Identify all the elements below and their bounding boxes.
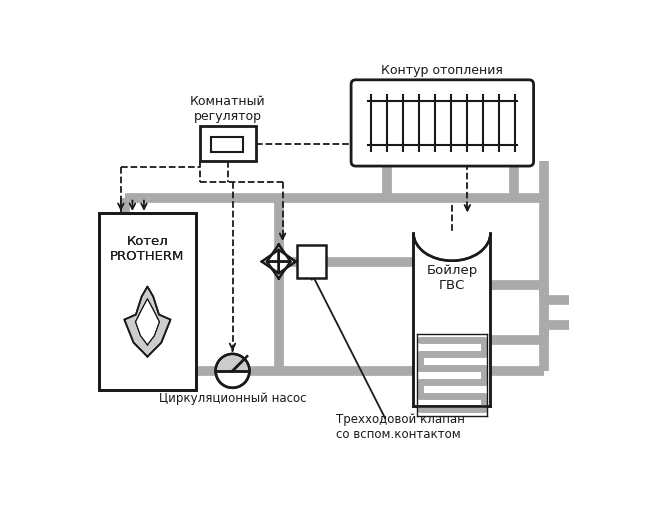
Wedge shape <box>217 355 248 371</box>
Bar <box>211 137 244 152</box>
Polygon shape <box>124 287 171 357</box>
Text: Циркуляционный насос: Циркуляционный насос <box>159 392 306 406</box>
Bar <box>99 213 196 390</box>
Bar <box>297 245 326 278</box>
Bar <box>413 233 490 406</box>
FancyBboxPatch shape <box>351 80 534 166</box>
Text: Контур отопления: Контур отопления <box>381 64 503 77</box>
Polygon shape <box>262 249 278 274</box>
Text: Бойлер
ГВС: Бойлер ГВС <box>426 265 477 292</box>
Text: Котел
PROTHERM: Котел PROTHERM <box>110 235 185 263</box>
Polygon shape <box>267 245 291 261</box>
Polygon shape <box>267 261 291 278</box>
Text: Котел
PROTHERM: Котел PROTHERM <box>110 235 185 263</box>
Polygon shape <box>136 299 160 345</box>
Polygon shape <box>278 249 296 274</box>
Bar <box>99 213 196 390</box>
Polygon shape <box>136 299 160 345</box>
Bar <box>200 126 256 161</box>
Circle shape <box>216 354 249 388</box>
Polygon shape <box>124 287 171 357</box>
Text: Трехходовой клапан
со вспом.контактом: Трехходовой клапан со вспом.контактом <box>337 413 465 441</box>
Bar <box>101 214 194 389</box>
Text: Комнатный
регулятор: Комнатный регулятор <box>190 95 266 123</box>
